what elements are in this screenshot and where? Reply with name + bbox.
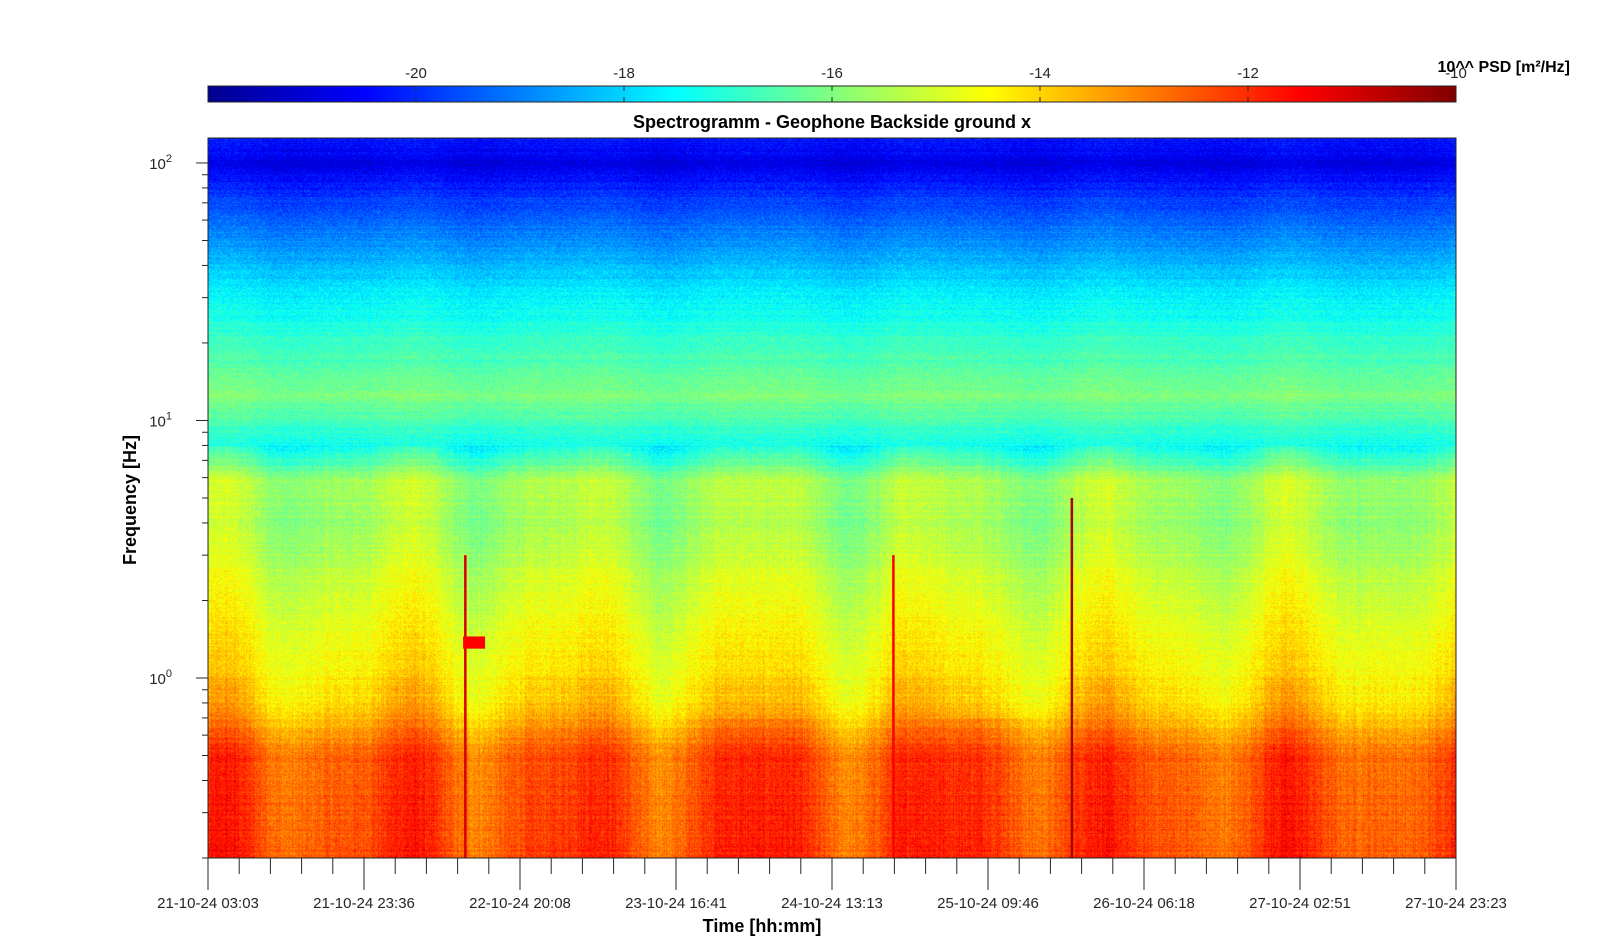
x-tick-label: 26-10-24 06:18 [1093, 895, 1195, 912]
x-tick-label: 21-10-24 03:03 [157, 895, 259, 912]
colorbar-tick-label: -14 [1029, 65, 1051, 82]
colorbar-ticks: -20 -18 -16 -14 -12 -10 [405, 65, 1467, 102]
y-tick-label: 100 [149, 668, 172, 688]
colorbar-tick-label: -18 [613, 65, 635, 82]
colorbar-tick-label: -10 [1445, 65, 1467, 82]
x-tick-label: 23-10-24 16:41 [625, 895, 727, 912]
x-axis-label: Time [hh:mm] [703, 916, 822, 936]
x-tick-label: 21-10-24 23:36 [313, 895, 415, 912]
x-tick-label: 27-10-24 23:23 [1405, 895, 1507, 912]
x-axis: 21-10-24 03:03 21-10-24 23:36 22-10-24 20:… [157, 858, 1507, 912]
transient-event [1070, 498, 1074, 858]
transient-events [463, 498, 1074, 858]
transient-event [464, 555, 467, 858]
chart-title: Spectrogramm - Geophone Backside ground … [633, 112, 1031, 132]
y-tick-label: 102 [149, 153, 172, 173]
colorbar-tick-label: -16 [821, 65, 843, 82]
y-axis: 100 101 102 [149, 153, 208, 859]
colorbar-gradient [208, 86, 1456, 102]
colorbar-label: 10^^ PSD [m²/Hz] [1438, 59, 1570, 76]
colorbar-tick-label: -12 [1237, 65, 1259, 82]
y-tick-label: 101 [149, 410, 172, 430]
x-tick-label: 24-10-24 13:13 [781, 895, 883, 912]
colorbar: -20 -18 -16 -14 -12 -10 10^^ PSD [m²/Hz] [207, 59, 1570, 103]
x-tick-label: 22-10-24 20:08 [469, 895, 571, 912]
colorbar-tick-label: -20 [405, 65, 427, 82]
x-tick-label: 27-10-24 02:51 [1249, 895, 1351, 912]
spectrogram-image [208, 138, 1456, 858]
x-tick-label: 25-10-24 09:46 [937, 895, 1039, 912]
transient-event [892, 555, 895, 858]
y-axis-label: Frequency [Hz] [120, 435, 140, 565]
transient-event [463, 636, 486, 649]
